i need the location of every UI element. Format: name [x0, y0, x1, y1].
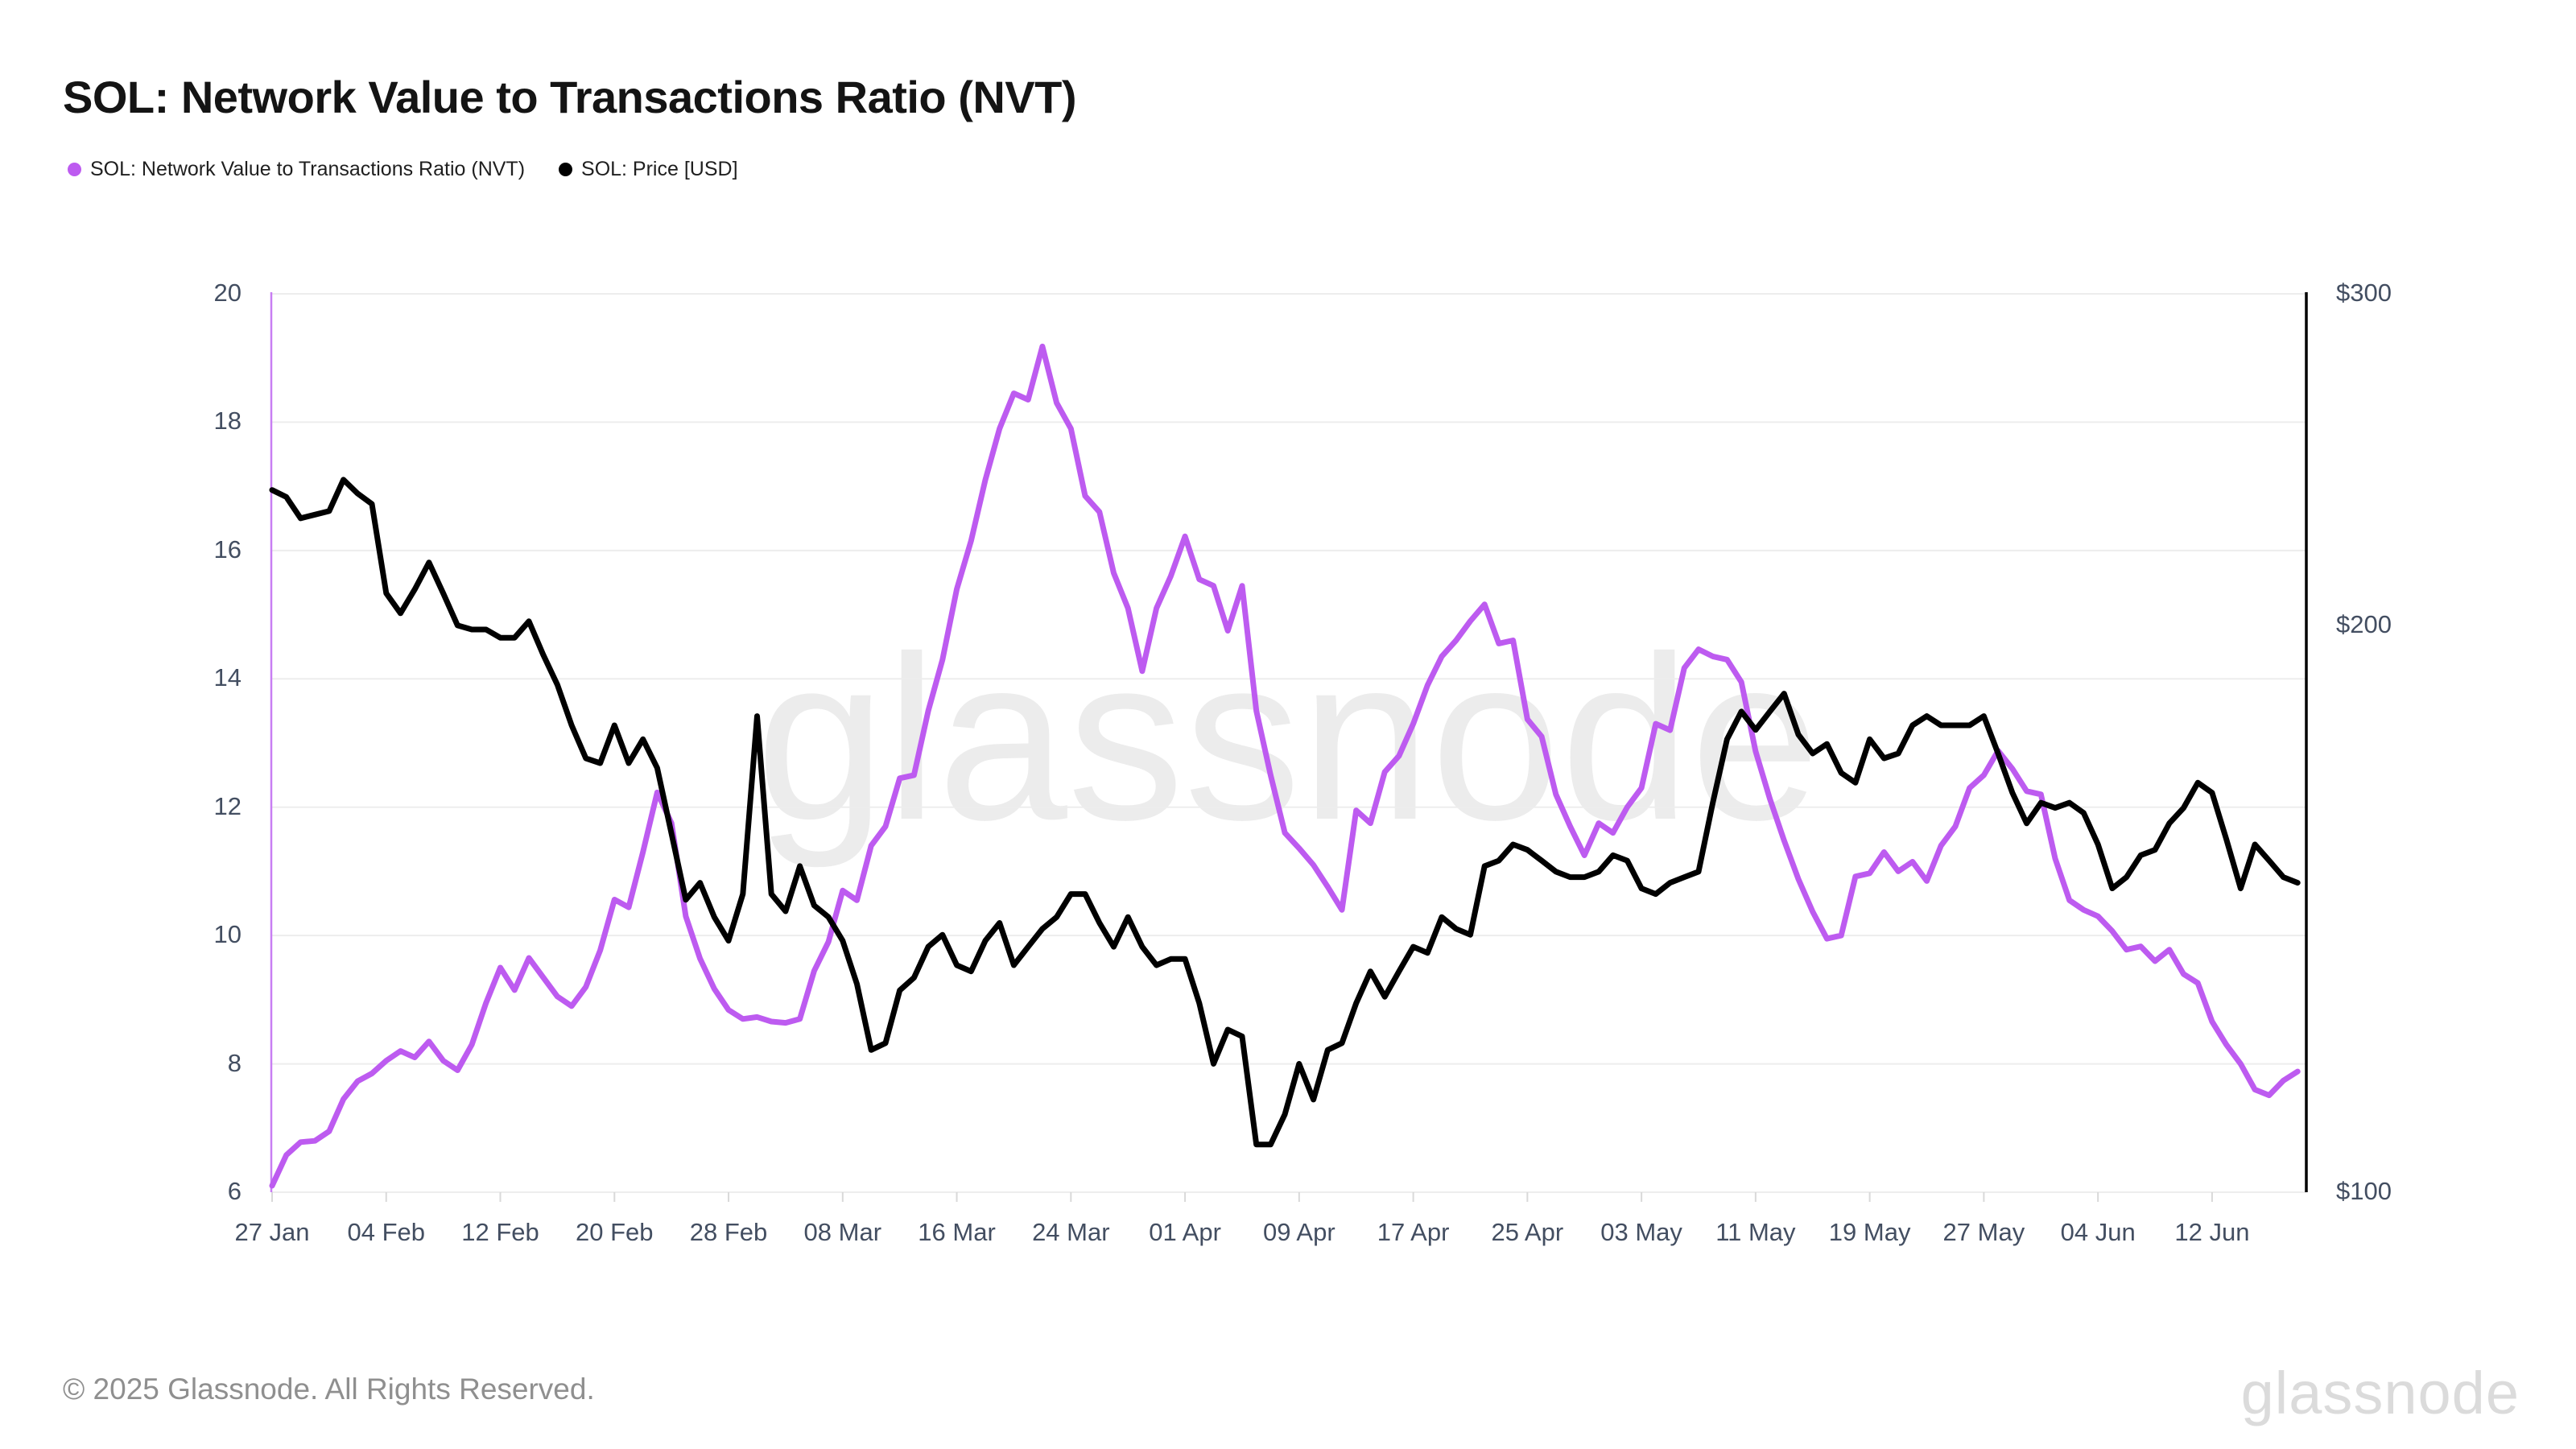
x-axis-label: 28 Feb	[689, 1218, 768, 1246]
left-axis-label: 16	[213, 535, 242, 564]
legend-label: SOL: Price [USD]	[581, 158, 738, 180]
x-axis-label: 01 Apr	[1149, 1218, 1221, 1246]
left-axis-label: 20	[213, 279, 242, 307]
left-axis-label: 14	[213, 663, 242, 692]
chart-title: SOL: Network Value to Transactions Ratio…	[63, 72, 1076, 122]
x-axis-label: 17 Apr	[1377, 1218, 1450, 1246]
left-axis-label: 6	[227, 1177, 242, 1205]
x-axis-label: 09 Apr	[1263, 1218, 1335, 1246]
legend-dot-icon	[559, 163, 573, 176]
glassnode-watermark: glassnode	[755, 608, 1821, 869]
x-axis-label: 27 Jan	[234, 1218, 310, 1246]
x-axis-label: 12 Feb	[461, 1218, 539, 1246]
glassnode-logo: glassnode	[2240, 1360, 2520, 1426]
left-axis-label: 12	[213, 791, 242, 820]
copyright-text: © 2025 Glassnode. All Rights Reserved.	[63, 1373, 595, 1406]
x-axis-label: 25 Apr	[1491, 1218, 1564, 1246]
x-axis-label: 16 Mar	[918, 1218, 996, 1246]
nvt-series-line	[269, 343, 2301, 1189]
legend-label: SOL: Network Value to Transactions Ratio…	[90, 158, 526, 180]
left-axis-label: 18	[213, 407, 242, 436]
x-axis-label: 04 Feb	[347, 1218, 425, 1246]
x-axis-label: 12 Jun	[2174, 1218, 2250, 1246]
left-axis-label: 8	[227, 1048, 242, 1077]
right-axis-label: $200	[2336, 609, 2392, 638]
x-axis-label: 08 Mar	[803, 1218, 882, 1246]
right-axis-label: $100	[2336, 1177, 2392, 1205]
price-series-line	[269, 477, 2301, 1148]
x-axis-label: 20 Feb	[576, 1218, 654, 1246]
x-axis-label: 27 May	[1942, 1218, 2025, 1246]
x-axis-label: 03 May	[1600, 1218, 1682, 1246]
left-axis-label: 10	[213, 920, 242, 949]
x-axis-label: 24 Mar	[1032, 1218, 1110, 1246]
x-axis-label: 19 May	[1828, 1218, 1911, 1246]
x-axis-label: 04 Jun	[2060, 1218, 2136, 1246]
legend-item-price[interactable]: SOL: Price [USD]	[559, 158, 738, 181]
x-axis-label: 11 May	[1715, 1218, 1796, 1246]
legend-item-nvt[interactable]: SOL: Network Value to Transactions Ratio…	[68, 158, 525, 181]
right-axis-label: $300	[2336, 279, 2392, 307]
legend-dot-icon	[68, 163, 81, 176]
chart-legend: SOL: Network Value to Transactions Ratio…	[68, 158, 772, 181]
